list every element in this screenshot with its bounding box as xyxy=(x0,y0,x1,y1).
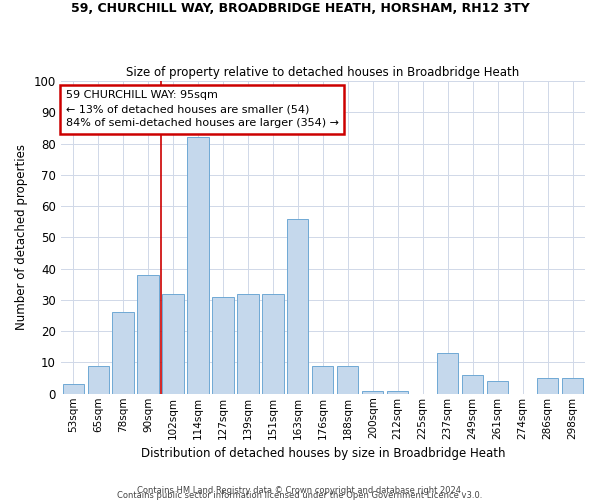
Bar xyxy=(462,375,483,394)
Bar xyxy=(62,384,84,394)
Y-axis label: Number of detached properties: Number of detached properties xyxy=(15,144,28,330)
Bar xyxy=(88,366,109,394)
Bar xyxy=(262,294,284,394)
Text: Contains public sector information licensed under the Open Government Licence v3: Contains public sector information licen… xyxy=(118,490,482,500)
Bar xyxy=(137,275,158,394)
Bar xyxy=(362,390,383,394)
X-axis label: Distribution of detached houses by size in Broadbridge Heath: Distribution of detached houses by size … xyxy=(140,447,505,460)
Bar xyxy=(112,312,134,394)
Bar xyxy=(287,218,308,394)
Bar xyxy=(312,366,334,394)
Text: Contains HM Land Registry data © Crown copyright and database right 2024.: Contains HM Land Registry data © Crown c… xyxy=(137,486,463,495)
Text: 59, CHURCHILL WAY, BROADBRIDGE HEATH, HORSHAM, RH12 3TY: 59, CHURCHILL WAY, BROADBRIDGE HEATH, HO… xyxy=(71,2,529,16)
Bar xyxy=(387,390,409,394)
Bar xyxy=(337,366,358,394)
Bar xyxy=(212,297,233,394)
Title: Size of property relative to detached houses in Broadbridge Heath: Size of property relative to detached ho… xyxy=(126,66,520,78)
Text: 59 CHURCHILL WAY: 95sqm
← 13% of detached houses are smaller (54)
84% of semi-de: 59 CHURCHILL WAY: 95sqm ← 13% of detache… xyxy=(66,90,339,128)
Bar xyxy=(562,378,583,394)
Bar xyxy=(187,138,209,394)
Bar xyxy=(537,378,558,394)
Bar xyxy=(163,294,184,394)
Bar xyxy=(238,294,259,394)
Bar xyxy=(487,382,508,394)
Bar xyxy=(437,353,458,394)
